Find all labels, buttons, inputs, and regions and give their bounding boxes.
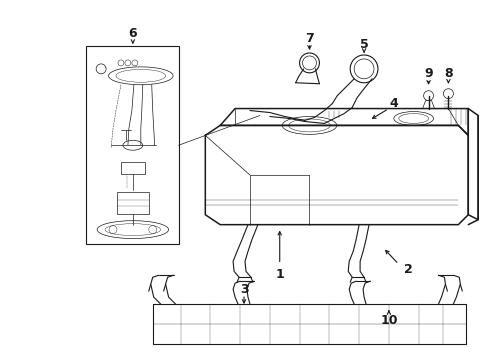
Text: 5: 5 [360, 37, 368, 50]
Text: 10: 10 [380, 314, 397, 327]
Text: 6: 6 [128, 27, 137, 40]
Text: 9: 9 [424, 67, 433, 80]
Text: 1: 1 [275, 268, 284, 281]
Text: 3: 3 [240, 283, 248, 296]
Text: 7: 7 [305, 32, 314, 45]
Bar [121, 162, 145, 174]
Text: 4: 4 [390, 97, 398, 110]
Text: 8: 8 [444, 67, 453, 80]
Bar [86, 46, 178, 244]
Text: 2: 2 [404, 263, 413, 276]
Bar [117, 192, 149, 214]
